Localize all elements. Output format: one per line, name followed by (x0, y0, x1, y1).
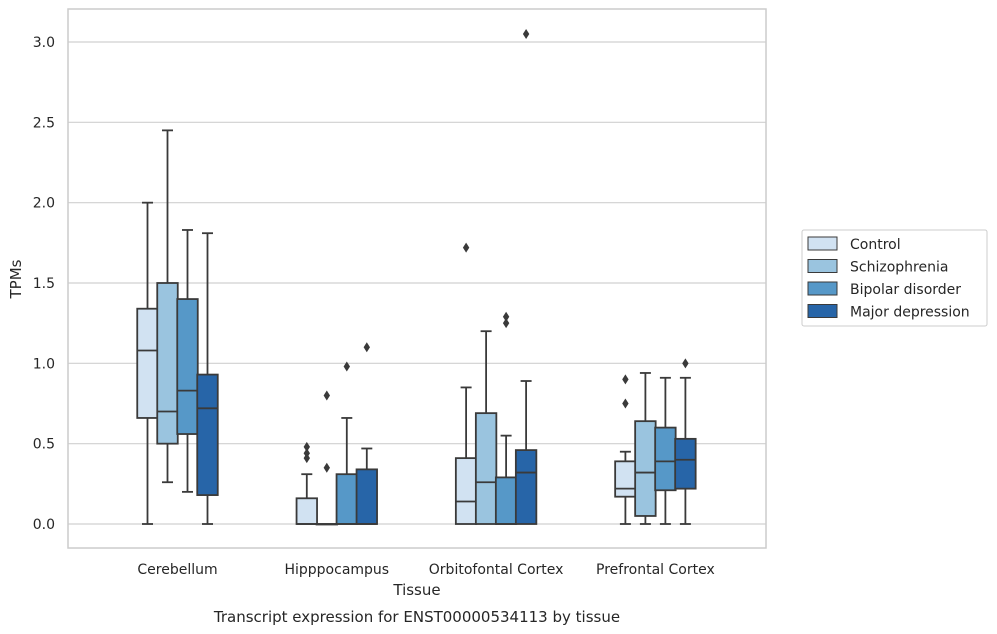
outlier-point (502, 318, 510, 329)
y-axis-title: TPMs (7, 259, 25, 299)
outlier-point (323, 462, 330, 473)
box-body (355, 468, 378, 525)
box-body (136, 307, 159, 419)
outlier-point (622, 374, 629, 385)
legend-swatch (807, 281, 838, 296)
y-axis-ticks: 0.0 0.5 1.0 1.5 2.0 2.5 3.0 (33, 35, 55, 533)
plot-area-frame (67, 8, 767, 549)
legend-label: Schizophrenia (850, 260, 948, 276)
box-body (454, 457, 478, 525)
y-tick-label: 2.5 (33, 115, 55, 131)
box-body (474, 412, 498, 525)
box-body (295, 497, 318, 525)
outlier-point (343, 361, 350, 372)
box-body (494, 476, 518, 525)
box-bipolar-disorder (176, 229, 199, 493)
x-tick-label: Prefrontal Cortex (596, 562, 715, 578)
box-control (136, 201, 159, 525)
box-body (335, 473, 358, 525)
x-tick-label: Orbitofontal Cortex (429, 562, 564, 578)
box-bipolar-disorder (654, 376, 677, 525)
outlier-point (622, 398, 629, 409)
box-body (654, 426, 677, 492)
legend-items: Control Schizophrenia Bipolar disorder Majo… (807, 236, 970, 321)
y-tick-label: 2.0 (33, 196, 55, 212)
y-tick-label: 3.0 (33, 35, 55, 51)
box-bipolar-disorder (494, 311, 518, 525)
box-bipolar-disorder (335, 361, 358, 525)
legend-swatch (807, 304, 838, 318)
figure-caption: Transcript expression for ENST0000053411… (213, 608, 620, 626)
box-schizophrenia (474, 330, 498, 525)
legend-label: Bipolar disorder (850, 282, 961, 298)
outlier-point (682, 358, 689, 369)
box-layer (136, 28, 697, 526)
outlier-point (303, 441, 310, 452)
x-axis-ticks: Cerebellum Hipppocampus Orbitofontal Corte… (137, 562, 714, 578)
x-tick-label: Cerebellum (137, 562, 217, 578)
box-control (295, 441, 318, 525)
box-schizophrenia (156, 129, 179, 484)
legend-swatch (807, 259, 838, 273)
box-body (634, 420, 657, 517)
y-tick-label: 1.0 (33, 356, 55, 372)
box-control (614, 374, 637, 525)
legend: Control Schizophrenia Bipolar disorder Majo… (801, 229, 988, 327)
y-tick-label: 0.0 (33, 517, 55, 533)
x-axis-title: Tissue (392, 581, 440, 599)
x-tick-label: Hipppocampus (284, 562, 389, 578)
outlier-point (363, 342, 370, 353)
outlier-point (522, 28, 530, 39)
box-major-depression (355, 342, 378, 525)
box-control (454, 242, 478, 525)
y-tick-label: 0.5 (33, 437, 55, 453)
box-body (514, 449, 538, 525)
box-schizophrenia (634, 372, 657, 525)
legend-frame (801, 229, 988, 327)
outlier-point (323, 390, 330, 401)
box-body (196, 373, 219, 496)
box-body (156, 282, 179, 445)
box-schizophrenia (315, 390, 338, 526)
outlier-point (303, 448, 310, 459)
box-body (176, 298, 199, 435)
legend-swatch (807, 236, 838, 251)
box-major-depression (514, 28, 538, 525)
box-body (674, 437, 697, 490)
outlier-point (462, 242, 470, 253)
outlier-point (502, 311, 510, 322)
legend-label: Control (850, 237, 901, 253)
box-major-depression (196, 232, 219, 525)
y-tick-label: 1.5 (33, 276, 55, 292)
box-body (614, 460, 637, 498)
box-major-depression (674, 358, 697, 525)
legend-label: Major depression (850, 305, 970, 321)
